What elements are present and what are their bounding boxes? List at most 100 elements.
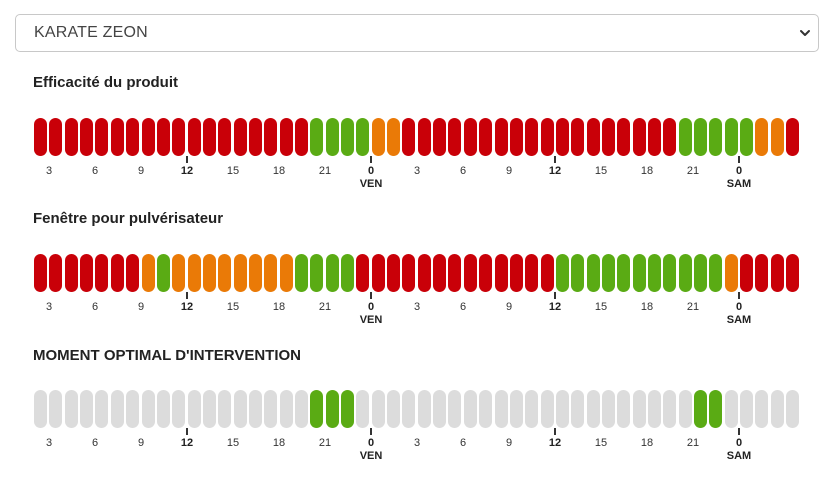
hour-label: 0 bbox=[735, 437, 743, 449]
hour-bar bbox=[433, 118, 447, 156]
hour-bar bbox=[494, 390, 508, 428]
optimal-moment-time-axis: 3 6 9 12 15 18 21 0 VEN 3 6 9 12 15 18 21 0 SAM bbox=[0, 428, 837, 468]
section-title-sprayer-window: Fenêtre pour pulvérisateur bbox=[33, 210, 224, 227]
product-select[interactable]: KARATE ZEON bbox=[15, 14, 819, 52]
hour-bar bbox=[325, 390, 339, 428]
hour-bar bbox=[187, 390, 201, 428]
hour-bar bbox=[49, 118, 63, 156]
hour-label: 6 bbox=[91, 165, 99, 177]
hour-bar bbox=[786, 254, 800, 292]
hour-bar bbox=[740, 118, 754, 156]
hour-bar bbox=[34, 390, 47, 428]
hour-bar bbox=[248, 118, 262, 156]
hour-label: 6 bbox=[459, 165, 467, 177]
axis-tick bbox=[554, 428, 556, 435]
hour-label: 18 bbox=[640, 165, 654, 177]
chevron-down-icon bbox=[800, 30, 810, 36]
hour-label: 6 bbox=[459, 437, 467, 449]
hour-bar bbox=[218, 254, 232, 292]
hour-bar bbox=[64, 118, 78, 156]
hour-bar bbox=[417, 118, 431, 156]
hour-label: 9 bbox=[137, 301, 145, 313]
day-label: VEN bbox=[359, 450, 383, 462]
hour-label: 0 bbox=[367, 301, 375, 313]
hour-bar bbox=[141, 118, 155, 156]
hour-bar bbox=[678, 254, 692, 292]
hour-bar bbox=[525, 254, 539, 292]
sprayer-window-bars bbox=[34, 254, 800, 292]
hour-bar bbox=[601, 390, 615, 428]
hour-bar bbox=[172, 390, 186, 428]
hour-bar bbox=[371, 390, 385, 428]
hour-bar bbox=[678, 118, 692, 156]
hour-label: 3 bbox=[45, 437, 53, 449]
day-label: SAM bbox=[726, 450, 752, 462]
hour-bar bbox=[694, 254, 707, 292]
hour-bar bbox=[310, 118, 324, 156]
hour-label: 21 bbox=[318, 301, 332, 313]
hour-bar bbox=[617, 118, 631, 156]
hour-label: 15 bbox=[594, 437, 608, 449]
hour-label: 6 bbox=[91, 437, 99, 449]
hour-bar bbox=[325, 254, 339, 292]
hour-bar bbox=[80, 254, 93, 292]
hour-bar bbox=[740, 390, 754, 428]
hour-bar bbox=[586, 118, 600, 156]
hour-label: 9 bbox=[137, 437, 145, 449]
hour-bar bbox=[433, 390, 447, 428]
hour-bar bbox=[172, 254, 186, 292]
hour-label: 0 bbox=[735, 165, 743, 177]
hour-bar bbox=[755, 118, 769, 156]
hour-label: 21 bbox=[318, 165, 332, 177]
hour-bar bbox=[694, 390, 707, 428]
hour-bar bbox=[648, 254, 661, 292]
hour-label: 12 bbox=[548, 437, 562, 449]
axis-tick bbox=[186, 292, 188, 299]
hour-label: 15 bbox=[226, 165, 240, 177]
hour-bar bbox=[448, 254, 462, 292]
axis-tick bbox=[186, 156, 188, 163]
hour-bar bbox=[141, 254, 155, 292]
hour-bar bbox=[448, 118, 462, 156]
hour-bar bbox=[80, 390, 93, 428]
hour-bar bbox=[740, 254, 754, 292]
hour-bar bbox=[356, 118, 370, 156]
hour-bar bbox=[233, 254, 247, 292]
hour-bar bbox=[310, 390, 324, 428]
hour-bar bbox=[540, 118, 554, 156]
hour-bar bbox=[632, 254, 646, 292]
hour-bar bbox=[126, 254, 140, 292]
hour-bar bbox=[525, 118, 539, 156]
hour-bar bbox=[755, 390, 769, 428]
hour-bar bbox=[264, 390, 278, 428]
hour-bar bbox=[402, 118, 416, 156]
hour-bar bbox=[34, 118, 47, 156]
product-select-value: KARATE ZEON bbox=[34, 24, 148, 41]
hour-label: 12 bbox=[548, 165, 562, 177]
hour-bar bbox=[678, 390, 692, 428]
hour-bar bbox=[402, 254, 416, 292]
hour-label: 18 bbox=[640, 301, 654, 313]
hour-bar bbox=[187, 254, 201, 292]
axis-tick bbox=[554, 292, 556, 299]
hour-bar bbox=[387, 254, 401, 292]
hour-bar bbox=[555, 118, 569, 156]
hour-bar bbox=[341, 118, 354, 156]
hour-bar bbox=[325, 118, 339, 156]
hour-label: 9 bbox=[505, 301, 513, 313]
day-label: VEN bbox=[359, 314, 383, 326]
hour-bar bbox=[479, 118, 493, 156]
hour-label: 18 bbox=[272, 165, 286, 177]
hour-label: 12 bbox=[180, 165, 194, 177]
axis-tick bbox=[370, 156, 372, 163]
axis-tick bbox=[370, 428, 372, 435]
hour-bar bbox=[540, 390, 554, 428]
hour-bar bbox=[463, 390, 477, 428]
hour-label: 15 bbox=[594, 165, 608, 177]
axis-tick bbox=[738, 156, 740, 163]
hour-bar bbox=[218, 390, 232, 428]
hour-label: 15 bbox=[594, 301, 608, 313]
sprayer-window-time-axis: 3 6 9 12 15 18 21 0 VEN 3 6 9 12 15 18 21 0 SAM bbox=[0, 292, 837, 332]
hour-bar bbox=[341, 254, 354, 292]
hour-bar bbox=[356, 254, 370, 292]
